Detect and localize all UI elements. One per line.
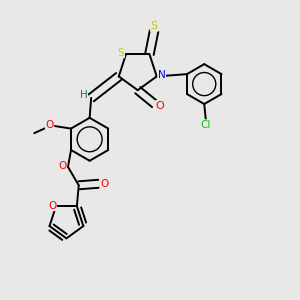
Text: O: O — [48, 201, 56, 211]
Text: Cl: Cl — [201, 120, 211, 130]
Text: H: H — [80, 90, 87, 100]
Text: O: O — [58, 161, 67, 171]
Text: O: O — [100, 179, 108, 189]
Text: N: N — [158, 70, 166, 80]
Text: S: S — [118, 48, 124, 58]
Text: S: S — [151, 21, 158, 31]
Text: O: O — [45, 120, 54, 130]
Text: O: O — [156, 100, 164, 110]
